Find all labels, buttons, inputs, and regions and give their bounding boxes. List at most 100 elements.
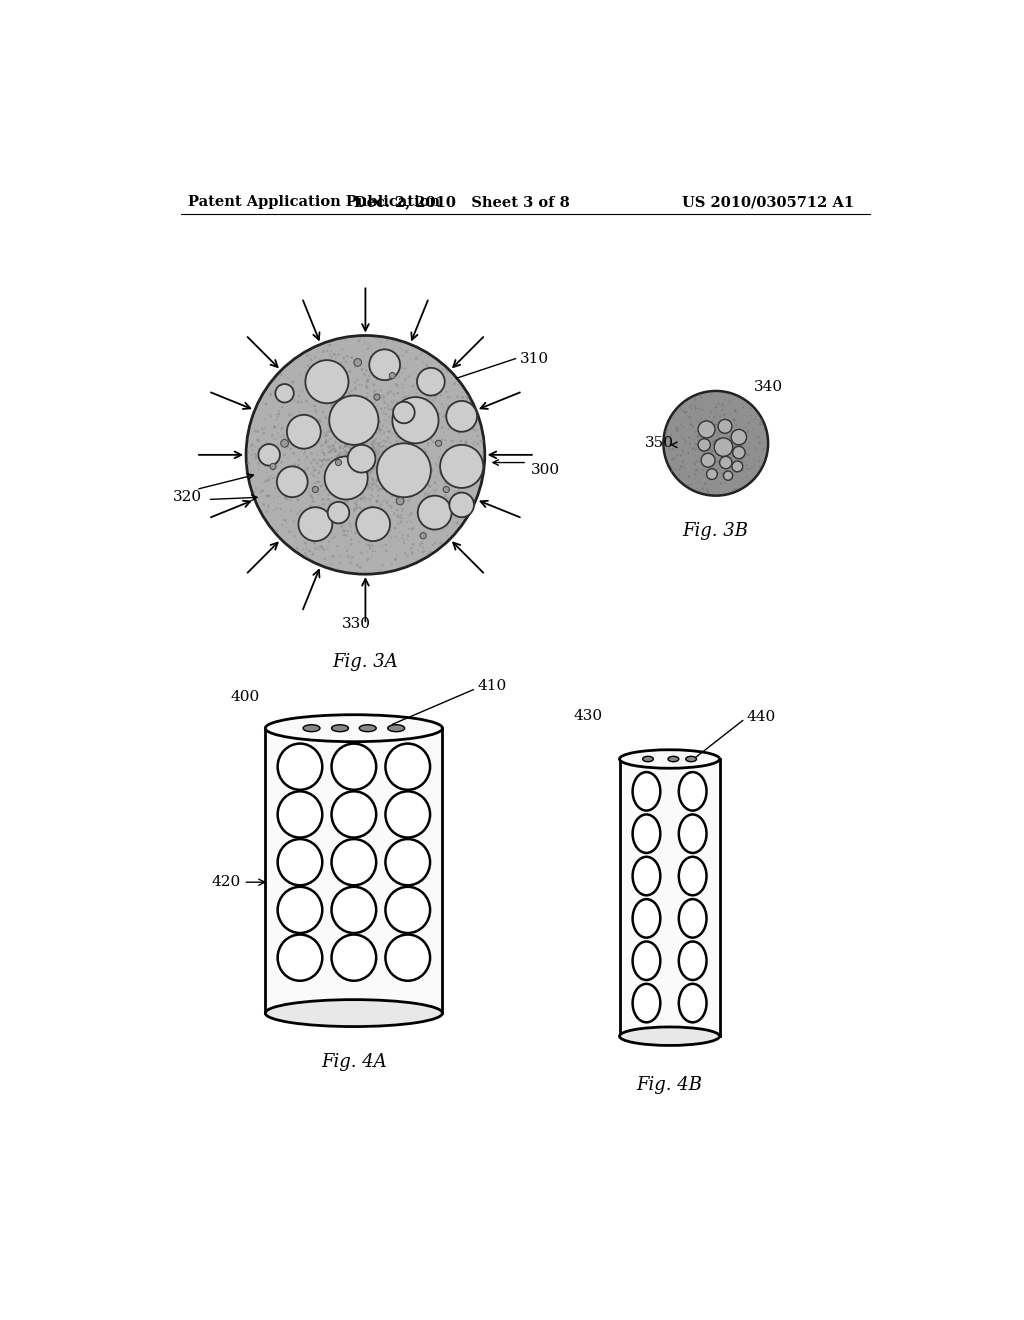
Circle shape — [477, 454, 480, 457]
Circle shape — [370, 455, 373, 458]
Circle shape — [432, 400, 434, 403]
Circle shape — [407, 520, 408, 523]
Circle shape — [300, 420, 302, 421]
Circle shape — [367, 483, 370, 486]
Circle shape — [370, 453, 371, 454]
Circle shape — [368, 421, 371, 424]
Circle shape — [342, 511, 344, 512]
Circle shape — [722, 473, 723, 474]
Circle shape — [346, 504, 348, 507]
Circle shape — [388, 430, 390, 433]
Circle shape — [457, 396, 459, 397]
Circle shape — [354, 409, 356, 412]
Circle shape — [433, 417, 436, 420]
Circle shape — [397, 523, 399, 525]
Circle shape — [401, 537, 403, 540]
Circle shape — [334, 507, 336, 510]
Circle shape — [407, 535, 409, 537]
Circle shape — [472, 442, 474, 445]
Circle shape — [465, 492, 468, 496]
Circle shape — [446, 396, 449, 399]
Circle shape — [404, 477, 406, 478]
Circle shape — [395, 554, 397, 556]
Circle shape — [312, 486, 318, 492]
Circle shape — [446, 523, 447, 525]
Circle shape — [473, 461, 474, 462]
Circle shape — [370, 436, 373, 438]
Circle shape — [285, 495, 286, 496]
Circle shape — [264, 465, 266, 467]
Circle shape — [401, 508, 403, 510]
Circle shape — [330, 564, 332, 565]
Circle shape — [397, 457, 400, 459]
Circle shape — [342, 453, 343, 454]
Circle shape — [365, 451, 366, 453]
Circle shape — [328, 507, 329, 508]
Circle shape — [688, 477, 689, 478]
Circle shape — [362, 450, 366, 453]
Circle shape — [365, 499, 367, 500]
Circle shape — [273, 510, 274, 511]
Circle shape — [309, 521, 311, 524]
Circle shape — [297, 416, 299, 418]
Circle shape — [387, 404, 389, 407]
Circle shape — [441, 440, 442, 441]
Circle shape — [415, 463, 417, 465]
Circle shape — [746, 469, 749, 470]
Circle shape — [729, 451, 731, 454]
Circle shape — [296, 546, 298, 549]
Circle shape — [354, 502, 356, 504]
Circle shape — [367, 457, 368, 458]
Circle shape — [410, 477, 412, 479]
Circle shape — [343, 462, 345, 465]
Circle shape — [407, 556, 409, 557]
Circle shape — [384, 463, 386, 465]
Circle shape — [445, 508, 449, 511]
Circle shape — [375, 451, 377, 453]
Circle shape — [330, 479, 332, 480]
Circle shape — [254, 491, 256, 492]
Circle shape — [359, 459, 361, 462]
Circle shape — [332, 480, 334, 483]
Circle shape — [325, 417, 327, 418]
Circle shape — [350, 356, 353, 359]
Circle shape — [407, 407, 409, 408]
Circle shape — [378, 536, 381, 539]
Circle shape — [321, 459, 324, 462]
Circle shape — [340, 374, 342, 376]
Circle shape — [722, 446, 724, 447]
Circle shape — [324, 378, 327, 380]
Circle shape — [707, 430, 708, 432]
Circle shape — [377, 535, 379, 536]
Circle shape — [678, 474, 680, 475]
Circle shape — [378, 420, 381, 422]
Circle shape — [328, 513, 329, 515]
Ellipse shape — [633, 941, 660, 979]
Circle shape — [312, 517, 314, 519]
Circle shape — [391, 424, 393, 426]
Circle shape — [374, 401, 375, 404]
Circle shape — [481, 440, 483, 442]
Circle shape — [312, 405, 314, 407]
Circle shape — [377, 453, 379, 454]
Circle shape — [385, 457, 387, 458]
Circle shape — [327, 458, 330, 461]
Circle shape — [372, 441, 374, 442]
Circle shape — [419, 417, 421, 420]
Circle shape — [740, 445, 742, 446]
Circle shape — [406, 459, 408, 462]
Circle shape — [403, 430, 407, 433]
Circle shape — [395, 436, 397, 438]
Circle shape — [415, 433, 416, 434]
Circle shape — [478, 470, 481, 473]
Circle shape — [306, 354, 309, 356]
Circle shape — [323, 411, 325, 413]
Circle shape — [450, 405, 451, 407]
Circle shape — [354, 438, 357, 441]
Circle shape — [454, 492, 457, 495]
Circle shape — [356, 451, 357, 453]
Circle shape — [418, 506, 420, 507]
Circle shape — [366, 370, 368, 372]
Circle shape — [391, 401, 394, 404]
Circle shape — [332, 362, 335, 364]
